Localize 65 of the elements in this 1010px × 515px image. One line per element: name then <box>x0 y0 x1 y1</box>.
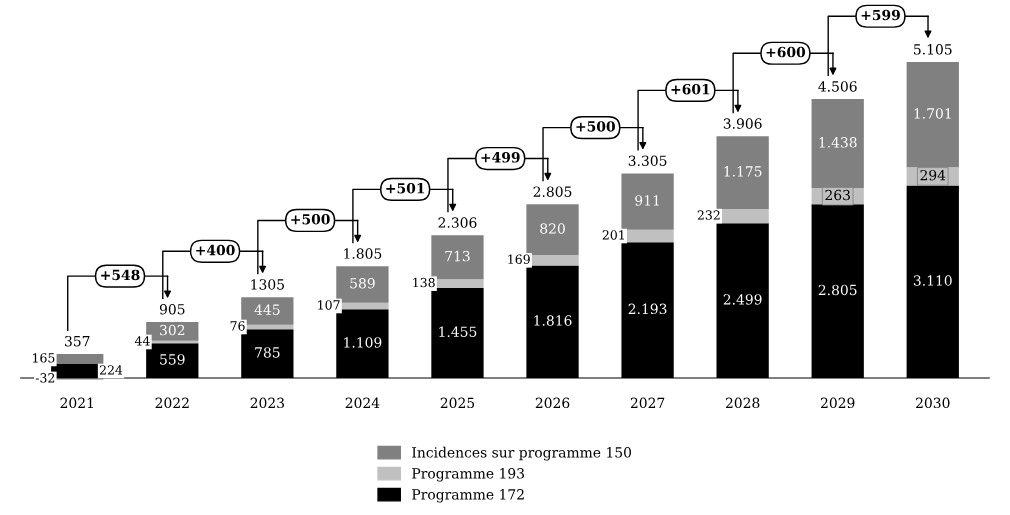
data-label: 294 <box>920 169 946 181</box>
data-label: 2.499 <box>723 294 762 305</box>
data-label: 1.701 <box>914 108 951 119</box>
data-label: 1.816 <box>534 315 572 326</box>
legend-label: Incidences sur programme 150 <box>412 446 632 461</box>
data-label: 169 <box>508 254 530 264</box>
total-label: 1305 <box>251 279 284 290</box>
bar <box>716 136 769 209</box>
annotation: +499 <box>481 152 520 163</box>
data-label: 713 <box>445 250 470 262</box>
data-label: 76 <box>230 321 245 331</box>
data-label: 2.193 <box>628 303 667 315</box>
data-label: 224 <box>99 365 123 375</box>
total-label: 357 <box>65 335 90 347</box>
x-tick-label: 2029 <box>820 397 855 409</box>
text: +600 <box>766 46 806 58</box>
data-label: 3.110 <box>913 275 952 286</box>
x-tick-label: 2027 <box>630 397 665 409</box>
x-tick-label: 2021 <box>60 397 93 409</box>
data-label: -32 <box>35 373 55 383</box>
data-label: 589 <box>350 277 375 289</box>
total-label: 905 <box>159 304 185 315</box>
legend-label: Programme 193 <box>412 468 524 482</box>
data-label: 302 <box>160 324 185 336</box>
data-label: 165 <box>33 353 55 363</box>
total-label: 2.805 <box>533 186 572 197</box>
total-label: 1.805 <box>344 248 382 259</box>
annotation: +548 <box>101 269 140 281</box>
x-tick-label: 2023 <box>250 397 284 409</box>
data-label: 1.109 <box>344 337 382 348</box>
text: +599 <box>861 9 900 21</box>
data-label: 44 <box>134 336 150 346</box>
total-label: 3.305 <box>628 155 667 166</box>
x-tick-label: 2026 <box>535 397 570 409</box>
x-tick-label: 2025 <box>440 397 475 409</box>
data-label: 911 <box>635 195 659 206</box>
legend-label: Programme 172 <box>412 489 524 503</box>
annotation: +500 <box>576 121 615 132</box>
annotation: +400 <box>196 244 235 256</box>
bar <box>526 204 579 256</box>
total-label: 2.306 <box>438 217 477 228</box>
data-label: 559 <box>160 354 185 365</box>
x-tick-label: 2022 <box>155 397 189 409</box>
total-label: 5.105 <box>914 44 952 55</box>
data-label: 138 <box>413 277 435 288</box>
x-tick-label: 2028 <box>725 397 760 409</box>
data-label: 1.438 <box>819 137 857 148</box>
total-label: 4.506 <box>818 81 857 92</box>
x-tick-label: 2030 <box>916 397 950 409</box>
annotation: +601 <box>671 83 710 95</box>
data-label: 107 <box>318 300 340 310</box>
annotation: +501 <box>386 182 425 194</box>
annotation: +500 <box>291 213 330 225</box>
data-label: 785 <box>255 347 280 358</box>
data-label: 263 <box>825 189 850 201</box>
data-label: 232 <box>697 210 720 220</box>
data-label: 1.175 <box>724 166 762 177</box>
x-tick-label: 2024 <box>345 397 380 409</box>
data-label: 2.805 <box>818 284 857 296</box>
data-label: 445 <box>254 304 280 315</box>
total-label: 3.906 <box>723 118 762 129</box>
data-label: 1.455 <box>439 326 477 337</box>
bar <box>621 173 674 230</box>
data-label: 201 <box>602 230 624 240</box>
data-label: 820 <box>540 223 565 234</box>
